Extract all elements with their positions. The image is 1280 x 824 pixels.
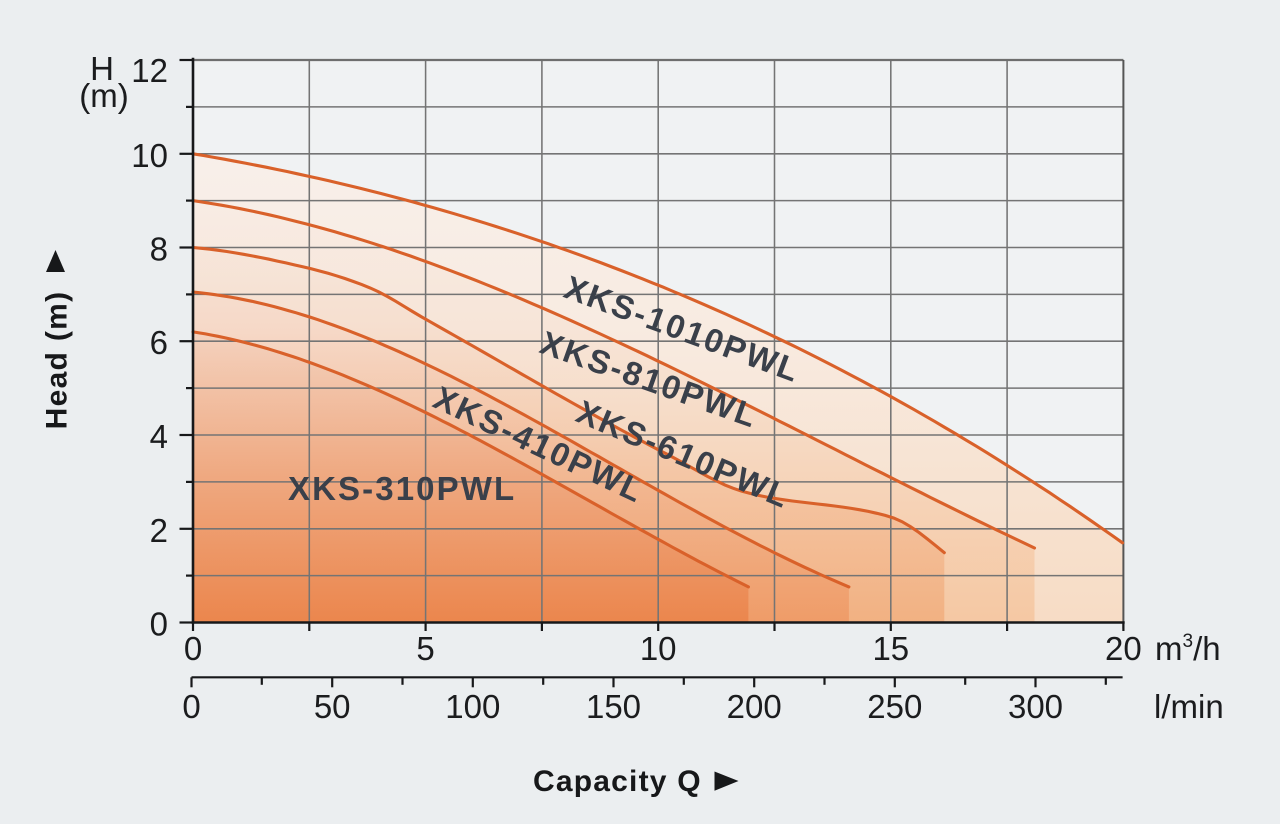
svg-text:Capacity Q: Capacity Q [533,765,702,798]
svg-text:0: 0 [184,630,202,667]
svg-text:8: 8 [150,231,168,268]
svg-text:250: 250 [867,688,922,725]
svg-text:200: 200 [727,688,782,725]
svg-text:15: 15 [872,630,909,667]
svg-text:0: 0 [182,688,200,725]
svg-text:4: 4 [150,418,168,455]
svg-text:XKS-310PWL: XKS-310PWL [288,470,516,507]
svg-text:m3/h: m3/h [1155,630,1221,667]
svg-text:H: H [90,50,114,87]
svg-text:50: 50 [314,688,351,725]
svg-text:12: 12 [131,52,168,89]
svg-text:2: 2 [150,512,168,549]
svg-text:Head (m): Head (m) [41,291,74,430]
svg-text:6: 6 [150,324,168,361]
svg-text:5: 5 [416,630,434,667]
svg-text:20: 20 [1105,630,1142,667]
svg-text:l/min: l/min [1154,688,1224,725]
svg-text:100: 100 [445,688,500,725]
svg-text:150: 150 [586,688,641,725]
svg-text:(m): (m) [79,77,128,114]
svg-text:10: 10 [640,630,677,667]
svg-text:10: 10 [131,137,168,174]
svg-text:0: 0 [150,606,168,643]
svg-text:300: 300 [1008,688,1063,725]
